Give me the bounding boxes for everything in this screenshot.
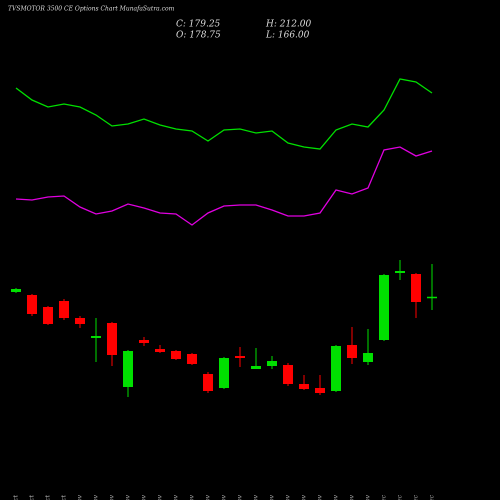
x-tick-label: 02 Dec bbox=[397, 494, 404, 500]
x-tick-label: 17 Nov bbox=[221, 494, 228, 500]
x-tick-label: 28 Nov bbox=[365, 494, 372, 500]
x-tick-label: 04 Dec bbox=[429, 494, 436, 500]
candle-body bbox=[363, 353, 373, 362]
x-tick-label: 11 Nov bbox=[157, 494, 164, 500]
candle-body bbox=[267, 361, 277, 366]
candle-body bbox=[283, 365, 293, 384]
x-tick-label: 12 Nov bbox=[173, 494, 180, 500]
candle-body bbox=[139, 340, 149, 343]
x-tick-label: 30 Oct bbox=[45, 494, 52, 500]
candle-body bbox=[107, 323, 117, 355]
high-label: H: 212.00 bbox=[265, 20, 312, 30]
candle-body bbox=[59, 301, 69, 318]
candle-body bbox=[171, 351, 181, 359]
x-tick-label: 10 Nov bbox=[141, 494, 148, 500]
x-tick-label: 25 Nov bbox=[317, 494, 324, 500]
x-tick-label: 14 Nov bbox=[205, 494, 212, 500]
candle-body bbox=[43, 307, 53, 324]
candle-body bbox=[427, 296, 437, 299]
candle-body bbox=[75, 318, 85, 324]
x-tick-label: 18 Nov bbox=[237, 494, 244, 500]
close-label: C: 179.25 bbox=[176, 20, 221, 30]
x-tick-label: 13 Nov bbox=[189, 494, 196, 500]
x-tick-label: 07 Nov bbox=[125, 494, 132, 500]
x-tick-label: 03 Nov bbox=[77, 494, 84, 500]
candle-body bbox=[251, 366, 261, 369]
chart-title: TVSMOTOR 3500 CE Options Chart MunafaSut… bbox=[8, 6, 175, 13]
x-tick-label: 20 Nov bbox=[269, 494, 276, 500]
candle-body bbox=[187, 354, 197, 364]
low-label: L: 166.00 bbox=[265, 31, 310, 41]
candle-body bbox=[27, 295, 37, 314]
x-tick-label: 29 Oct bbox=[29, 494, 36, 500]
open-label: O: 178.75 bbox=[176, 31, 221, 41]
candle-body bbox=[123, 351, 133, 387]
x-tick-label: 26 Nov bbox=[333, 494, 340, 500]
candle-body bbox=[235, 356, 245, 358]
x-tick-label: 01 Dec bbox=[381, 494, 388, 500]
candle-body bbox=[315, 388, 325, 393]
candle-body bbox=[379, 275, 389, 340]
x-tick-label: 24 Nov bbox=[301, 494, 308, 500]
x-tick-label: 31 Oct bbox=[61, 494, 68, 500]
candle-body bbox=[411, 274, 421, 302]
candle-body bbox=[155, 349, 165, 352]
candle-body bbox=[11, 289, 21, 292]
x-tick-label: 19 Nov bbox=[253, 494, 260, 500]
candle-body bbox=[91, 336, 101, 338]
x-tick-label: 06 Nov bbox=[109, 494, 116, 500]
candle-body bbox=[299, 384, 309, 389]
candle-body bbox=[347, 345, 357, 358]
x-tick-label: 03 Dec bbox=[413, 494, 420, 500]
candle-body bbox=[203, 374, 213, 391]
x-tick-label: 28 Oct bbox=[13, 494, 20, 500]
indicator-line bbox=[15, 146, 433, 226]
candle-body bbox=[395, 271, 405, 273]
x-tick-label: 27 Nov bbox=[349, 494, 356, 500]
x-tick-label: 21 Nov bbox=[285, 494, 292, 500]
indicator-line bbox=[15, 78, 433, 150]
candle-body bbox=[219, 358, 229, 388]
x-tick-label: 04 Nov bbox=[93, 494, 100, 500]
candle-body bbox=[331, 346, 341, 391]
